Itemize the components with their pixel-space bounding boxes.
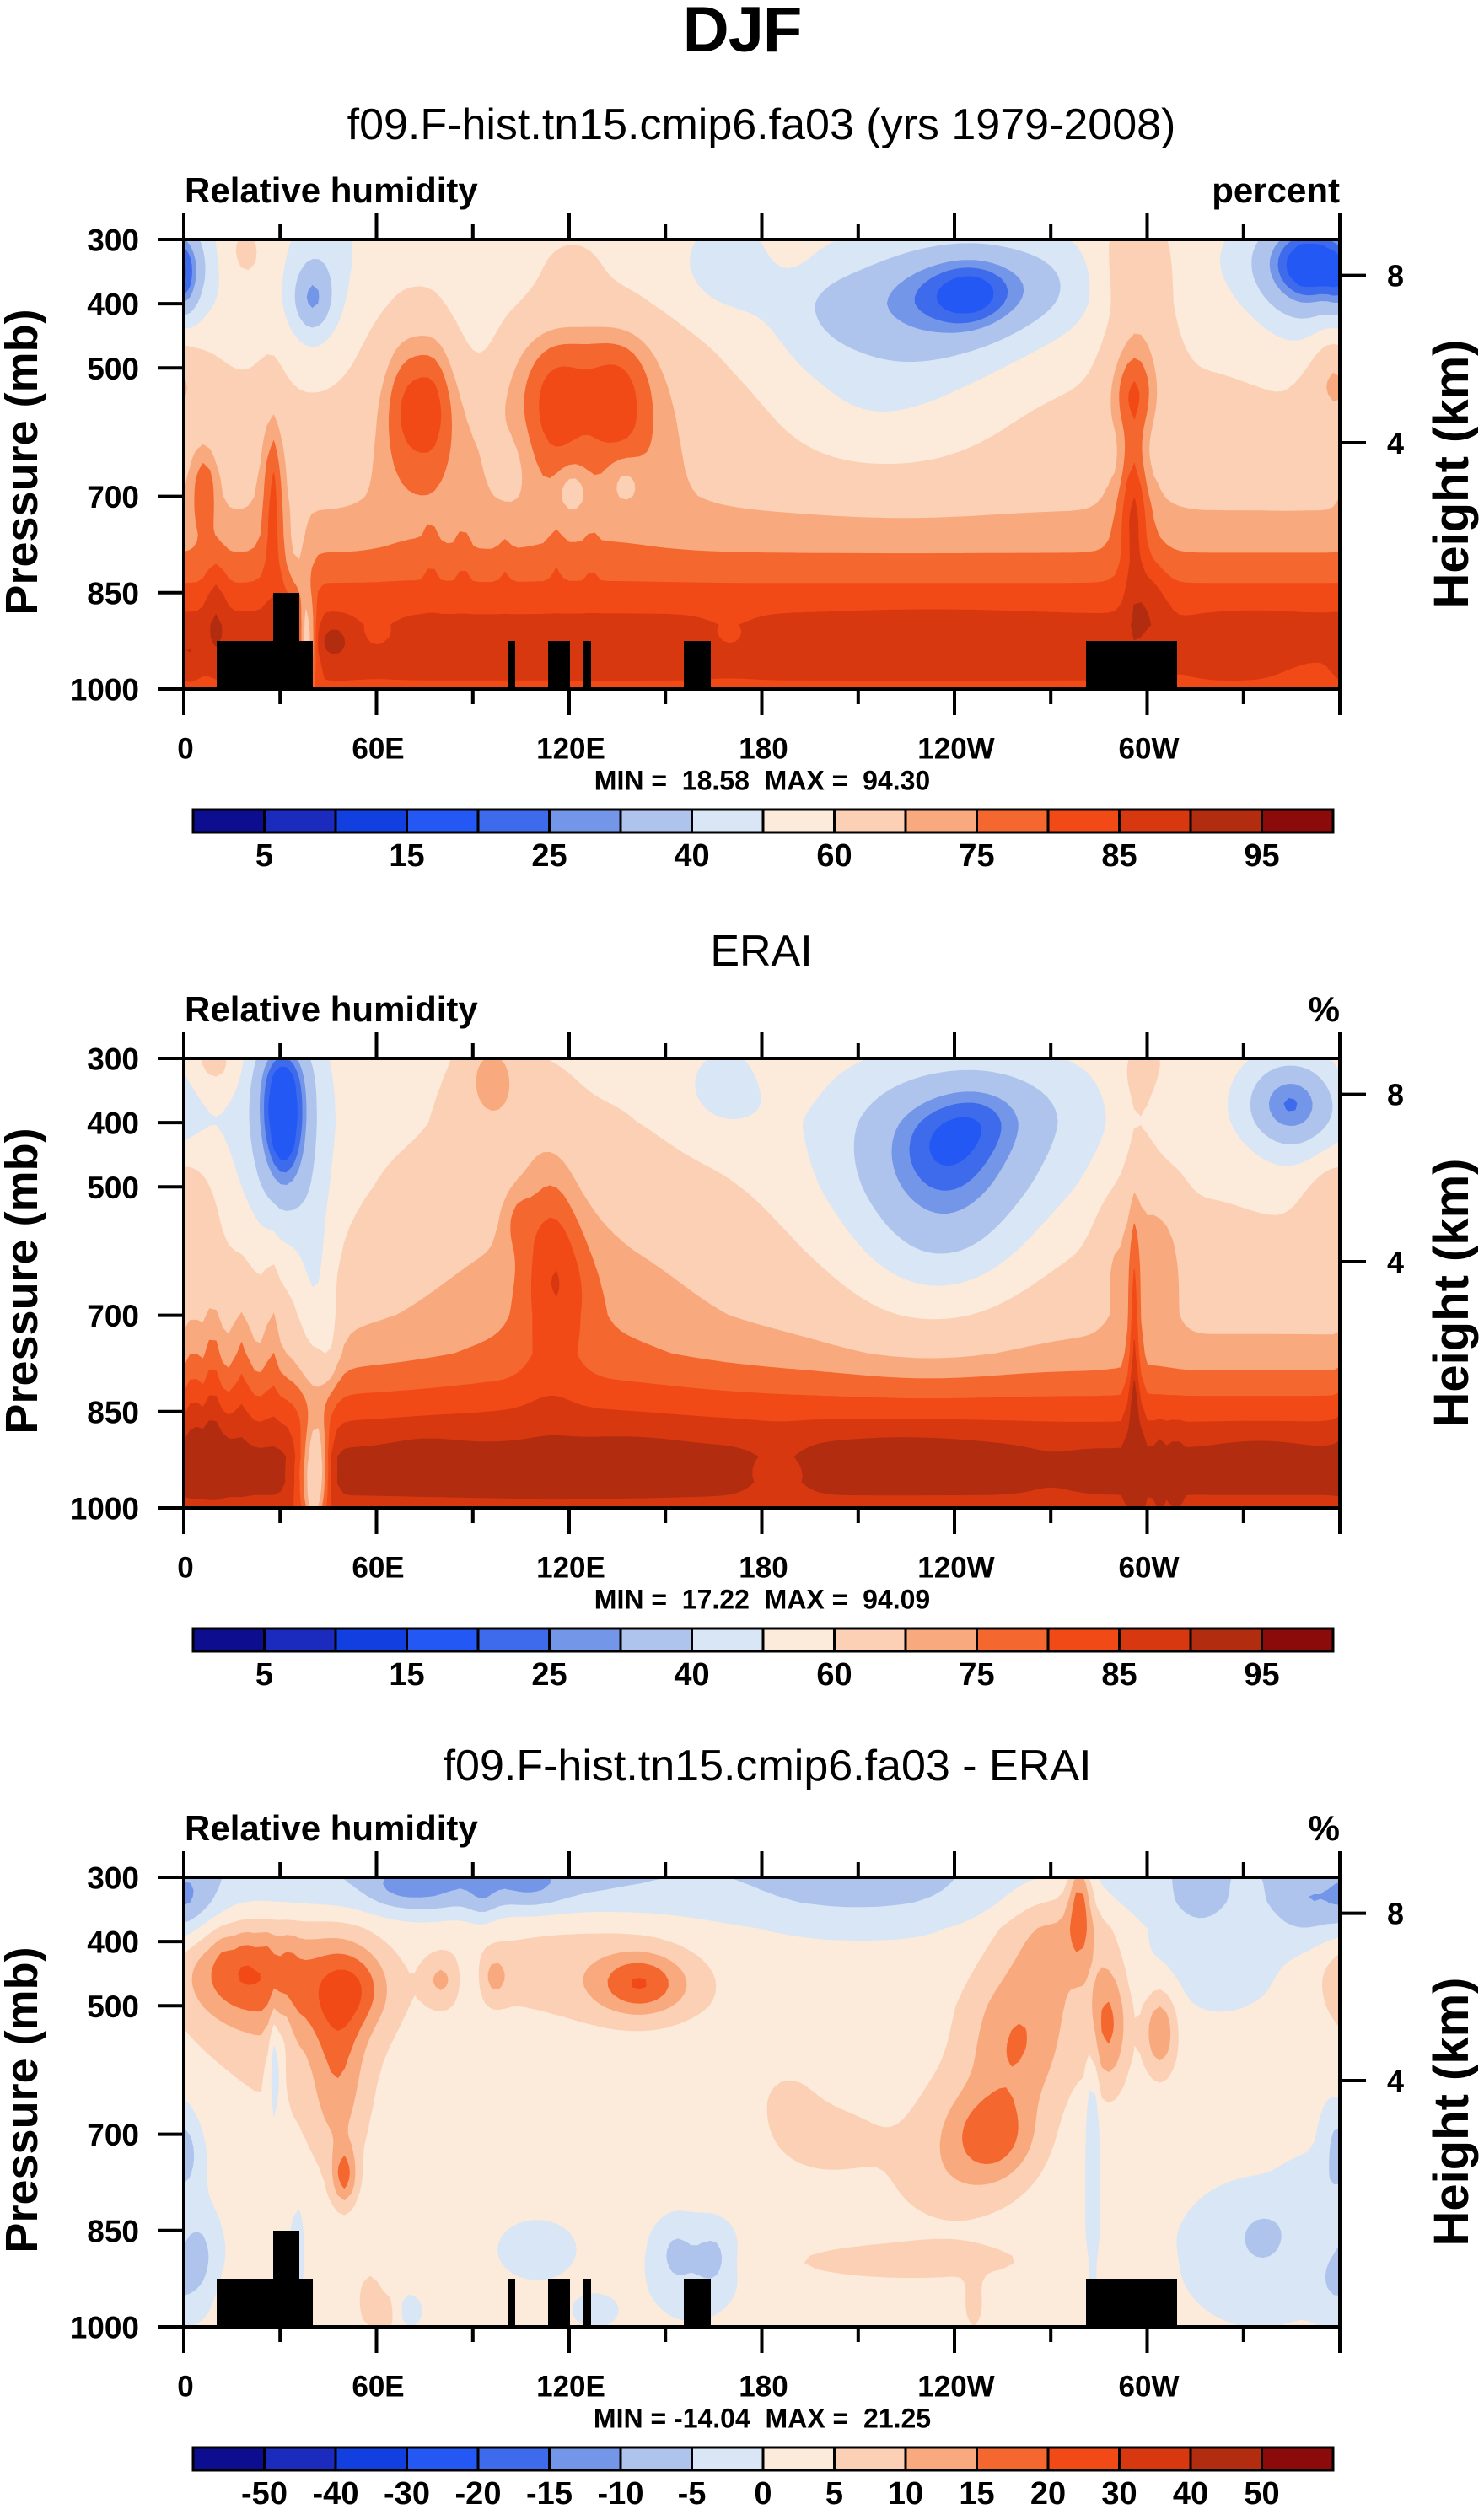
svg-text:MIN = 17.22 MAX = 94.09: MIN = 17.22 MAX = 94.09 (594, 1585, 930, 1615)
svg-text:Height (km): Height (km) (1424, 340, 1479, 609)
svg-text:8: 8 (1387, 1897, 1404, 1931)
svg-text:0: 0 (177, 2371, 193, 2404)
svg-text:25: 25 (531, 838, 567, 874)
svg-text:500: 500 (87, 1171, 139, 1205)
svg-text:0: 0 (177, 1552, 193, 1585)
svg-text:400: 400 (87, 1106, 139, 1141)
svg-text:850: 850 (87, 2214, 139, 2248)
svg-text:percent: percent (1212, 170, 1340, 210)
svg-text:0: 0 (754, 2476, 772, 2509)
svg-text:700: 700 (87, 480, 139, 514)
svg-text:8: 8 (1387, 1078, 1404, 1112)
svg-text:f09.F-hist.tn15.cmip6.fa03 (yr: f09.F-hist.tn15.cmip6.fa03 (yrs 1979-200… (347, 100, 1176, 149)
svg-text:-15: -15 (526, 2476, 573, 2509)
svg-text:%: % (1309, 989, 1340, 1029)
svg-text:15: 15 (389, 1657, 424, 1693)
svg-text:300: 300 (87, 1861, 139, 1896)
svg-text:40: 40 (674, 838, 709, 874)
svg-text:95: 95 (1244, 838, 1279, 874)
svg-text:180: 180 (739, 2371, 788, 2404)
svg-text:15: 15 (959, 2476, 994, 2509)
svg-text:5: 5 (255, 838, 273, 874)
svg-text:MIN = -14.04 MAX = 21.25: MIN = -14.04 MAX = 21.25 (594, 2404, 931, 2434)
svg-text:400: 400 (87, 1925, 139, 1960)
svg-text:400: 400 (87, 288, 139, 322)
svg-text:Pressure (mb): Pressure (mb) (0, 1946, 47, 2253)
svg-text:180: 180 (739, 733, 788, 766)
svg-text:Relative humidity: Relative humidity (185, 989, 478, 1029)
svg-text:0: 0 (177, 733, 193, 766)
svg-text:4: 4 (1387, 1245, 1404, 1279)
svg-text:60: 60 (816, 838, 852, 874)
svg-text:Relative humidity: Relative humidity (185, 170, 478, 210)
svg-text:20: 20 (1030, 2476, 1066, 2509)
svg-text:120W: 120W (917, 733, 994, 766)
svg-text:700: 700 (87, 1299, 139, 1333)
svg-text:Height (km): Height (km) (1424, 1978, 1479, 2247)
svg-text:40: 40 (674, 1657, 709, 1693)
svg-text:850: 850 (87, 1395, 139, 1429)
svg-text:180: 180 (739, 1552, 788, 1585)
svg-text:15: 15 (389, 838, 424, 874)
svg-text:DJF: DJF (683, 0, 802, 66)
svg-text:500: 500 (87, 1989, 139, 2024)
svg-text:Height (km): Height (km) (1424, 1159, 1479, 1428)
svg-text:MIN = 18.58 MAX = 94.30: MIN = 18.58 MAX = 94.30 (594, 766, 930, 796)
svg-text:40: 40 (1173, 2476, 1208, 2509)
svg-text:300: 300 (87, 223, 139, 258)
svg-text:120E: 120E (536, 1552, 605, 1585)
svg-text:700: 700 (87, 2118, 139, 2152)
svg-text:-5: -5 (678, 2476, 707, 2509)
svg-text:5: 5 (255, 1657, 273, 1693)
svg-text:95: 95 (1244, 1657, 1279, 1693)
svg-text:8: 8 (1387, 259, 1404, 293)
svg-text:300: 300 (87, 1042, 139, 1077)
svg-text:4: 4 (1387, 426, 1404, 460)
svg-text:5: 5 (825, 2476, 843, 2509)
svg-text:25: 25 (531, 1657, 567, 1693)
svg-text:60W: 60W (1119, 2371, 1180, 2404)
svg-text:1000: 1000 (70, 673, 139, 708)
svg-text:-20: -20 (455, 2476, 502, 2509)
svg-text:85: 85 (1101, 838, 1137, 874)
svg-text:1000: 1000 (70, 2311, 139, 2345)
svg-text:30: 30 (1101, 2476, 1137, 2509)
svg-text:Pressure (mb): Pressure (mb) (0, 1128, 47, 1434)
svg-text:500: 500 (87, 352, 139, 386)
svg-text:-10: -10 (598, 2476, 644, 2509)
svg-text:50: 50 (1244, 2476, 1279, 2509)
svg-text:120E: 120E (536, 733, 605, 766)
svg-text:%: % (1309, 1808, 1340, 1848)
svg-text:Pressure (mb): Pressure (mb) (0, 309, 47, 615)
svg-text:120E: 120E (536, 2371, 605, 2404)
svg-text:60: 60 (816, 1657, 852, 1693)
svg-text:60W: 60W (1119, 1552, 1180, 1585)
svg-text:-40: -40 (313, 2476, 359, 2509)
svg-text:f09.F-hist.tn15.cmip6.fa03 - E: f09.F-hist.tn15.cmip6.fa03 - ERAI (444, 1742, 1092, 1790)
svg-text:120W: 120W (917, 1552, 994, 1585)
svg-text:850: 850 (87, 576, 139, 611)
svg-text:-50: -50 (241, 2476, 288, 2509)
svg-text:1000: 1000 (70, 1492, 139, 1526)
svg-text:-30: -30 (384, 2476, 430, 2509)
svg-text:60E: 60E (352, 733, 404, 766)
svg-text:75: 75 (959, 838, 994, 874)
svg-text:4: 4 (1387, 2064, 1404, 2098)
svg-text:60E: 60E (352, 1552, 404, 1585)
svg-text:60E: 60E (352, 2371, 404, 2404)
svg-text:85: 85 (1101, 1657, 1137, 1693)
svg-text:10: 10 (888, 2476, 923, 2509)
svg-text:ERAI: ERAI (710, 927, 812, 976)
svg-text:120W: 120W (917, 2371, 994, 2404)
svg-text:60W: 60W (1119, 733, 1180, 766)
svg-text:75: 75 (959, 1657, 994, 1693)
svg-text:Relative humidity: Relative humidity (185, 1808, 478, 1848)
